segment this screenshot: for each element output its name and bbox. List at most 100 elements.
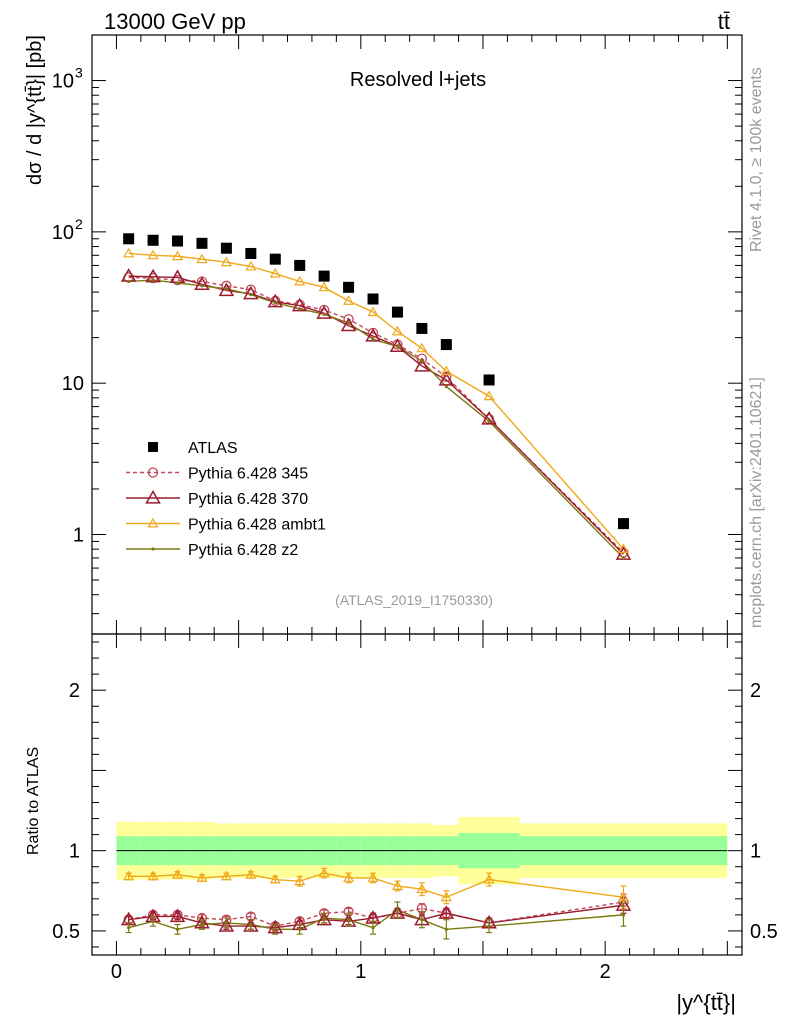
z2-ratio-point-7 [298, 927, 302, 931]
p370-main-point-5 [243, 285, 259, 300]
ambt1-ratio-point-1 [147, 870, 159, 881]
z2-main-point-10 [371, 337, 375, 341]
ambt1-ratio-point-9 [343, 872, 355, 882]
legend-label-p370: Pythia 6.428 370 [188, 491, 308, 508]
main-y-tick-label-0: 10 [52, 71, 74, 93]
ambt1-ratio-line [128, 872, 624, 898]
ambt1-ratio-point-13 [440, 891, 452, 902]
p370-main-point-7 [291, 297, 308, 312]
ambt1-ratio-point-14 [483, 873, 495, 884]
ambt1-main-point-11 [391, 325, 403, 336]
p370-main-point-4 [218, 282, 235, 297]
legend-marker-ambt1 [147, 517, 159, 528]
atlas-point-2 [172, 235, 184, 247]
main-y-tick-label-2: 10 [62, 373, 84, 395]
atlas-point-13 [440, 339, 452, 351]
ambt1-main-point-7 [294, 275, 306, 286]
legend-marker-z2 [151, 547, 155, 551]
ambt1-main-point-15 [617, 543, 630, 554]
ambt1-main-point-2 [171, 250, 184, 261]
ratio-y-tick-label-left-0: 0.5 [52, 921, 80, 943]
legend-marker-p370 [145, 489, 161, 504]
atlas-point-9 [343, 281, 355, 293]
p370-main-point-6 [267, 293, 284, 308]
z2-main-point-0 [127, 279, 131, 284]
atlas-point-10 [367, 293, 379, 305]
mcplots-label: mcplots.cern.ch [arXiv:2401.10621] [748, 377, 765, 628]
z2-ratio-point-12 [420, 918, 424, 922]
z2-main-point-11 [395, 344, 400, 349]
p370-main-point-13 [438, 371, 455, 386]
z2-ratio-point-14 [487, 924, 491, 928]
z2-main-line [128, 279, 624, 559]
atlas-point-5 [245, 247, 257, 259]
ambt1-main-point-12 [416, 342, 428, 353]
atlas-point-14 [483, 374, 495, 386]
ambt1-ratio-point-12 [416, 883, 428, 894]
z2-ratio-point-6 [273, 927, 277, 931]
analysis-id-label: (ATLAS_2019_I1750330) [335, 592, 493, 608]
z2-main-point-1 [151, 278, 155, 282]
x-tick-label-1: 1 [355, 961, 366, 983]
z2-main-point-6 [273, 301, 277, 305]
ambt1-main-point-10 [367, 306, 379, 317]
ambt1-ratio-point-10 [367, 872, 379, 882]
p370-main-point-12 [414, 357, 430, 372]
plot-frames [91, 34, 743, 956]
p370-ratio-point-13 [438, 905, 455, 919]
ambt1-ratio-point-4 [220, 870, 232, 881]
x-tick-label-0: 0 [111, 961, 122, 983]
p370-main-point-14 [481, 410, 497, 425]
energy-label: 13000 GeV pp [104, 9, 246, 34]
ambt1-main-point-3 [196, 253, 208, 264]
p370-ratio-line [128, 904, 624, 929]
main-y-tick-exponent-0: 3 [75, 65, 83, 81]
mc-curves [128, 252, 625, 931]
z2-ratio-point-10 [371, 926, 375, 930]
z2-main-point-15 [621, 556, 626, 560]
atlas-point-3 [196, 237, 208, 249]
ratio-y-tick-label-right-2: 2 [750, 680, 761, 702]
ambt1-ratio-point-7 [294, 875, 306, 886]
legend: ATLAS Pythia 6.428 345 Pythia 6.428 370 Pyt… [126, 440, 326, 559]
atlas-point-15 [617, 518, 629, 530]
main-y-tick-label-3: 1 [73, 524, 84, 546]
p370-main-point-11 [389, 338, 406, 353]
x-tick-label-2: 2 [600, 961, 611, 983]
p370-ratio-point-2 [169, 908, 186, 923]
p345-main-point-12 [416, 353, 428, 364]
process-label: tt̄ [718, 9, 730, 34]
ambt1-main-point-4 [220, 256, 232, 267]
main-y-tick-exponent-1: 2 [75, 216, 83, 232]
ambt1-main-point-8 [318, 281, 330, 292]
ambt1-main-point-6 [269, 267, 281, 278]
z2-main-point-4 [224, 287, 228, 291]
ambt1-ratio-point-3 [196, 872, 208, 882]
legend-label-ambt1: Pythia 6.428 ambt1 [188, 517, 326, 534]
legend-label-z2: Pythia 6.428 z2 [188, 542, 298, 559]
p370-main-line [128, 275, 624, 555]
legend-marker-atlas [148, 442, 158, 452]
ambt1-main-line [128, 252, 625, 550]
chart-title: Resolved l+jets [350, 69, 486, 91]
z2-ratio-point-1 [151, 919, 155, 923]
ratio-y-tick-label-right-1: 1 [750, 841, 761, 863]
z2-ratio-point-13 [444, 927, 448, 931]
ambt1-ratio-point-15 [617, 891, 630, 902]
data-markers [120, 233, 632, 940]
ratio-y-tick-label-left-2: 2 [69, 680, 80, 702]
p370-ratio-point-4 [218, 918, 235, 932]
p370-main-point-9 [340, 317, 357, 332]
ambt1-ratio-point-2 [171, 869, 184, 879]
ratio-uncertainty-bands [116, 816, 728, 885]
legend-label-p345: Pythia 6.428 345 [188, 466, 308, 483]
z2-ratio-point-0 [127, 926, 131, 930]
p370-main-point-3 [194, 276, 210, 290]
z2-main-point-7 [298, 307, 302, 311]
atlas-point-0 [123, 233, 135, 245]
atlas-point-8 [318, 270, 330, 282]
z2-main-point-12 [420, 359, 424, 363]
ambt1-ratio-point-6 [269, 873, 281, 884]
ambt1-main-point-5 [245, 260, 257, 271]
